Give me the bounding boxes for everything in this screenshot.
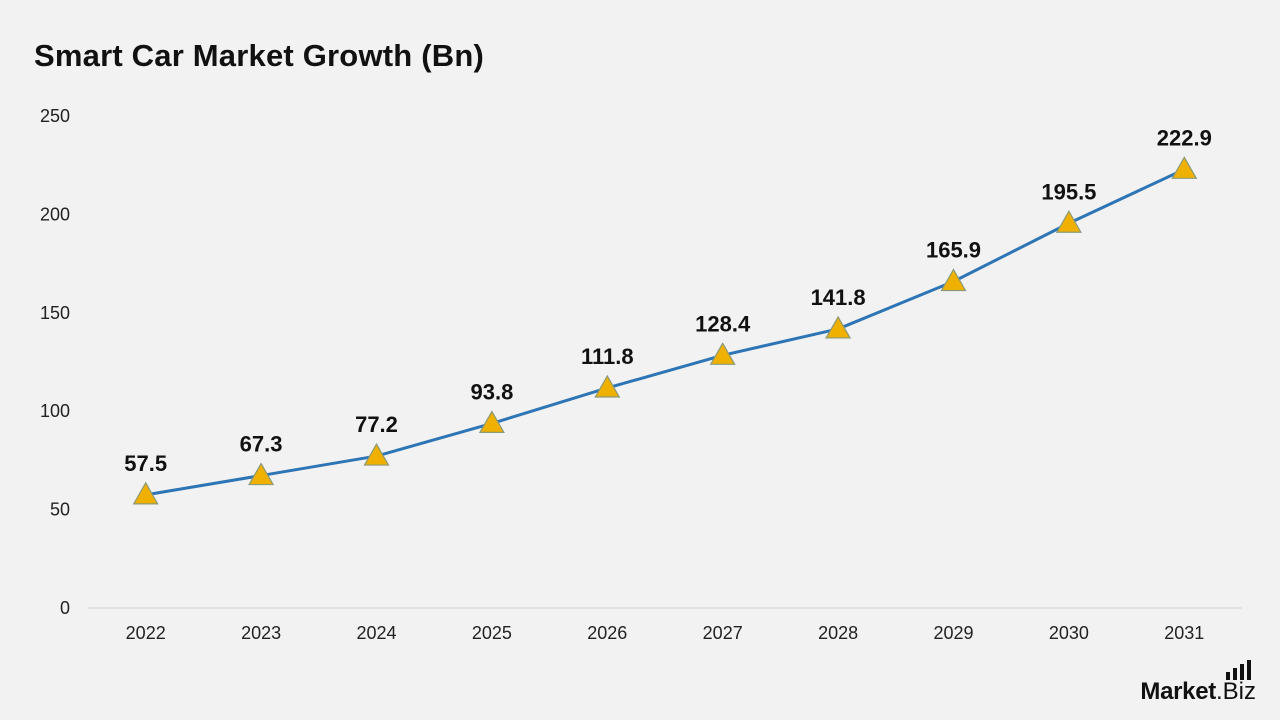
data-label: 128.4 <box>695 311 751 336</box>
y-tick-label: 50 <box>50 500 70 520</box>
data-label: 111.8 <box>581 344 634 369</box>
chart-title: Smart Car Market Growth (Bn) <box>34 38 484 73</box>
bar-signal-icon <box>1226 660 1251 680</box>
data-point <box>248 462 275 486</box>
y-tick-label: 100 <box>40 401 70 421</box>
data-point <box>363 442 390 466</box>
brand-name-bold: Market <box>1140 678 1216 705</box>
data-label: 77.2 <box>355 412 398 437</box>
data-label: 195.5 <box>1041 179 1096 204</box>
data-point <box>132 481 159 505</box>
x-tick-label: 2022 <box>126 623 166 643</box>
y-tick-label: 250 <box>40 106 70 126</box>
data-label: 141.8 <box>811 285 866 310</box>
x-tick-label: 2023 <box>241 623 281 643</box>
x-tick-label: 2027 <box>703 623 743 643</box>
series-line <box>145 167 1185 497</box>
data-point <box>594 374 621 398</box>
x-tick-label: 2029 <box>933 623 973 643</box>
data-point <box>940 268 967 292</box>
data-point <box>825 315 852 339</box>
data-point <box>1171 156 1198 179</box>
data-label: 57.5 <box>124 451 167 476</box>
data-label: 67.3 <box>240 432 283 457</box>
data-point <box>478 410 505 434</box>
data-point <box>1055 210 1082 233</box>
x-tick-label: 2028 <box>818 623 858 643</box>
brand-logo: Market .Biz <box>1140 678 1256 706</box>
x-tick-label: 2026 <box>587 623 627 643</box>
brand-name-light: .Biz <box>1215 678 1256 705</box>
data-label: 165.9 <box>926 238 981 263</box>
data-label: 93.8 <box>470 379 513 404</box>
y-tick-label: 0 <box>60 598 70 618</box>
x-tick-label: 2031 <box>1164 623 1204 643</box>
x-tick-label: 2025 <box>472 623 512 643</box>
y-tick-label: 200 <box>40 204 70 224</box>
data-point <box>709 342 736 365</box>
y-tick-label: 150 <box>40 303 70 323</box>
x-tick-label: 2024 <box>356 623 396 643</box>
data-label: 222.9 <box>1157 125 1212 150</box>
x-tick-label: 2030 <box>1049 623 1089 643</box>
